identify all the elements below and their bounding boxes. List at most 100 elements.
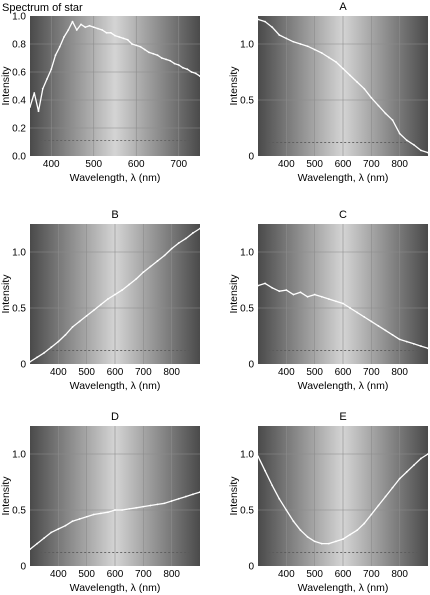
data-point <box>278 497 281 500</box>
y-axis-label: Intensity <box>228 274 240 314</box>
data-point <box>148 51 150 54</box>
x-tick-label: 700 <box>363 367 380 378</box>
data-point <box>420 457 422 460</box>
data-point <box>391 119 394 122</box>
data-point <box>57 528 60 530</box>
data-point <box>184 237 187 240</box>
data-point <box>50 346 53 349</box>
y-tick-label: 0.5 <box>240 304 254 315</box>
data-point <box>118 36 121 38</box>
data-point <box>349 74 351 77</box>
data-point <box>192 493 194 496</box>
data-point <box>342 67 344 70</box>
data-point <box>29 548 31 551</box>
data-point <box>299 529 302 532</box>
data-point <box>169 59 172 62</box>
y-tick-label: 1.0 <box>12 12 26 23</box>
data-point <box>405 471 408 473</box>
data-point <box>199 75 201 78</box>
data-point <box>29 360 31 363</box>
y-axis-label: Intensity <box>228 476 240 516</box>
data-point <box>292 520 295 523</box>
x-tick-label: 800 <box>163 367 180 378</box>
data-point <box>257 18 259 21</box>
data-point <box>54 54 57 57</box>
data-point <box>46 78 48 80</box>
data-point <box>156 54 159 57</box>
data-point <box>99 303 102 306</box>
panel-D: 400 500 600 700 800 0 0.5 1.0 D Wavelength, λ (nm… <box>0 411 201 594</box>
data-point <box>420 345 422 347</box>
x-tick-label: 600 <box>128 159 145 170</box>
x-tick-label: 400 <box>278 569 295 580</box>
data-point <box>184 495 187 498</box>
x-tick-label: 700 <box>363 159 380 170</box>
y-tick-label: 0 <box>20 562 26 573</box>
y-axis-label: Intensity <box>0 66 12 106</box>
data-point <box>398 477 401 480</box>
data-point <box>105 31 108 34</box>
data-point <box>149 265 152 268</box>
data-point <box>71 20 74 23</box>
data-point <box>271 484 274 487</box>
data-point <box>143 48 146 51</box>
x-tick-label: 800 <box>391 159 408 170</box>
data-point <box>264 20 266 23</box>
y-tick-label: 0.4 <box>12 96 26 107</box>
data-point <box>85 314 88 317</box>
data-point <box>264 282 266 285</box>
data-point <box>349 533 351 536</box>
data-point <box>377 104 380 107</box>
data-point <box>335 540 337 543</box>
y-tick-label: 0 <box>248 562 254 573</box>
x-tick-label: 500 <box>306 367 323 378</box>
x-axis-label: Wavelength, λ (nm) <box>298 380 389 392</box>
data-point <box>170 247 173 250</box>
data-point <box>173 62 176 65</box>
data-point <box>64 524 67 527</box>
data-point <box>92 309 95 312</box>
x-tick-label: 400 <box>43 159 60 170</box>
plot-background <box>30 16 200 156</box>
data-point <box>50 68 53 71</box>
data-point <box>107 298 109 300</box>
data-point <box>420 149 422 152</box>
chart-title: E <box>339 411 346 423</box>
data-point <box>33 92 36 94</box>
y-tick-label: 1.0 <box>240 450 254 461</box>
data-point <box>97 27 99 30</box>
data-point <box>85 515 88 518</box>
data-point <box>29 106 31 108</box>
data-point <box>384 495 387 498</box>
x-tick-label: 700 <box>135 367 152 378</box>
y-tick-label: 0.8 <box>12 40 26 51</box>
data-point <box>335 300 337 303</box>
data-point <box>405 139 408 142</box>
panel-A: 400 500 600 700 800 0 0.5 1.0 A Wavelength, λ (nm… <box>228 1 429 184</box>
data-point <box>114 509 116 511</box>
data-point <box>377 504 380 507</box>
data-point <box>412 464 415 467</box>
data-point <box>126 38 129 41</box>
x-tick-label: 600 <box>335 159 352 170</box>
y-tick-label: 1.0 <box>240 248 254 259</box>
x-tick-label: 600 <box>107 569 124 580</box>
data-point <box>156 503 159 506</box>
data-point <box>163 502 166 505</box>
data-point <box>131 43 133 45</box>
data-point <box>320 295 323 298</box>
y-tick-label: 0 <box>248 152 254 163</box>
data-point <box>342 538 344 541</box>
data-point <box>285 289 288 291</box>
data-point <box>114 34 116 37</box>
data-point <box>327 542 330 545</box>
data-point <box>299 291 302 294</box>
chart-title: C <box>339 209 347 221</box>
data-point <box>384 329 387 332</box>
data-point <box>88 24 91 27</box>
data-point <box>75 29 78 31</box>
data-point <box>199 491 201 493</box>
y-tick-label: 0.5 <box>12 506 26 517</box>
x-tick-label: 800 <box>163 569 180 580</box>
